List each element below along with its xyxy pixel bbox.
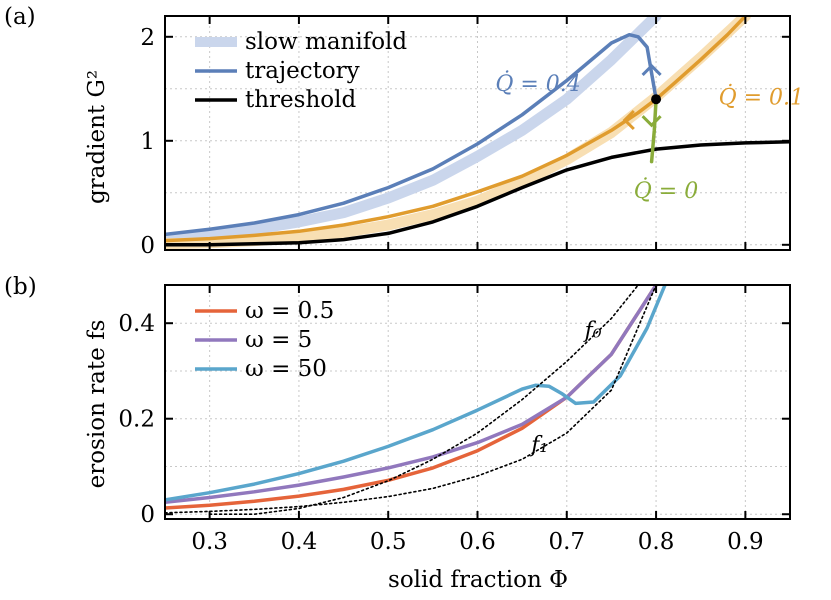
ytick-label: 0: [140, 502, 155, 528]
panel-a-grid: [165, 16, 790, 250]
annotation-0: Q̇ = 0.4: [495, 71, 580, 97]
panel-a-ticks: 0 1 2: [140, 16, 790, 259]
legend-label-0-5: ω = 0.5: [245, 298, 334, 324]
xtick-label: 0.9: [727, 529, 764, 555]
ytick-label: 0: [140, 233, 155, 259]
panel-a-ylabel: gradient G²: [84, 70, 110, 204]
panel-b-grid: [165, 285, 790, 519]
series-line-50: [165, 285, 667, 502]
panel-a-label: (a): [4, 4, 36, 30]
legend-label-threshold: threshold: [245, 87, 356, 113]
series-line-a-5: [649, 97, 658, 164]
plot-area-b: [165, 285, 667, 516]
panel-b-label: (b): [4, 274, 37, 300]
annotation-1: f₁: [529, 433, 548, 458]
panel-b: (b) 0 0.2 0.4 0.3 0.4 0.5 0.6 0.7 0.8 0.9 erosion…: [4, 274, 791, 593]
panel-b-series: [165, 285, 667, 516]
xtick-label: 0.8: [638, 529, 675, 555]
fixed-point-marker: [651, 94, 662, 105]
legend-label-50: ω = 50: [245, 356, 327, 382]
xtick-label: 0.6: [459, 529, 496, 555]
panel-a-series: [165, 16, 790, 250]
annotation-2: Q̇ = 0: [634, 178, 698, 204]
legend-label-5: ω = 5: [245, 327, 312, 353]
xtick-label: 0.3: [191, 529, 228, 555]
panel-b-xlabel: solid fraction Φ: [388, 567, 568, 593]
panel-a-legend: slow manifold trajectory threshold: [195, 29, 407, 113]
ytick-label: 0.2: [118, 407, 155, 433]
series-line-trajectory: [165, 32, 658, 237]
annotation-0: f₀: [583, 319, 602, 344]
trajectory-arrow-left: [622, 109, 635, 131]
ytick-label: 0.4: [118, 311, 155, 337]
legend-label-slow-manifold: slow manifold: [245, 29, 407, 55]
trajectory-arrow-up: [641, 63, 662, 76]
ytick-label: 1: [140, 129, 155, 155]
series-line-5: [165, 285, 658, 505]
trajectory-arrow-down: [641, 115, 662, 128]
series-line-f: [165, 285, 657, 514]
panel-b-frame: [164, 284, 791, 520]
series-line-threshold: [165, 140, 790, 247]
ytick-label: 2: [140, 25, 155, 51]
panel-b-legend: ω = 0.5 ω = 5 ω = 50: [195, 298, 334, 382]
panel-b-ylabel: erosion rate fs: [84, 320, 110, 489]
series-line-0-5: [165, 285, 658, 510]
legend-label-trajectory: trajectory: [245, 58, 360, 84]
panel-a-annotations: Q̇ = 0.4 Q̇ = 0.1 Q̇ = 0: [495, 71, 804, 204]
panel-b-annotations: f₀ f₁: [529, 319, 602, 459]
series-line-a-3: [165, 16, 748, 243]
annotation-1: Q̇ = 0.1: [719, 84, 804, 110]
series-line-slow-manifold: [165, 16, 662, 245]
xtick-label: 0.5: [370, 529, 407, 555]
panel-b-ticks: 0 0.2 0.4 0.3 0.4 0.5 0.6 0.7 0.8 0.9: [118, 285, 790, 555]
panel-a-arrows: [622, 63, 662, 131]
panel-a-frame: [164, 15, 791, 251]
xtick-label: 0.7: [548, 529, 585, 555]
series-line-f: [208, 285, 640, 516]
panel-a: (a) 0 1 2 gradient G² slow manifold traject…: [4, 4, 804, 259]
plot-area-a: [165, 16, 790, 250]
xtick-label: 0.4: [281, 529, 318, 555]
